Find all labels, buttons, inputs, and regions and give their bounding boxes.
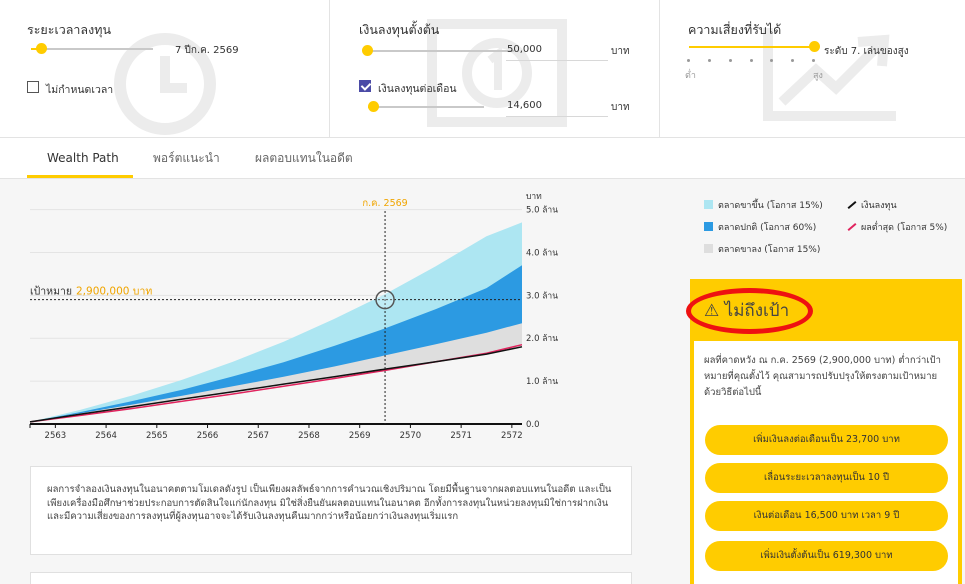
tab-recommended-portfolio[interactable]: พอร์ตแนะนำ bbox=[153, 151, 220, 165]
legend-invest-label: เงินลงทุน bbox=[861, 201, 897, 211]
y-tick-label: 5.0 ล้าน bbox=[526, 205, 558, 216]
legend-worst-label: ผลต่ำสุด (โอกาส 5%) bbox=[861, 223, 948, 233]
monthly-checkbox[interactable] bbox=[359, 80, 371, 92]
risk-level-dot[interactable] bbox=[770, 59, 774, 62]
x-tick-label: 2564 bbox=[95, 431, 117, 441]
legend-swatch-worst bbox=[847, 223, 857, 231]
risk-level-dot[interactable] bbox=[791, 59, 795, 62]
tab-past-returns[interactable]: ผลตอบแทนในอดีต bbox=[255, 151, 353, 165]
tab-wealth-path[interactable]: Wealth Path bbox=[27, 138, 133, 178]
clock-icon bbox=[113, 32, 217, 136]
legend-bear-label: ตลาดขาลง (โอกาส 15%) bbox=[718, 245, 821, 255]
series-invest-line bbox=[29, 346, 523, 423]
risk-slider-handle[interactable] bbox=[809, 41, 820, 52]
risk-level-dot[interactable] bbox=[707, 59, 711, 62]
risk-low-label: ต่ำ bbox=[685, 71, 696, 81]
monthly-slider[interactable] bbox=[368, 101, 484, 112]
risk-slider[interactable] bbox=[689, 41, 820, 52]
tab-bar: Wealth Path พอร์ตแนะนำ ผลตอบแทนในอดีต bbox=[0, 138, 965, 179]
x-tick-label: 2568 bbox=[298, 431, 320, 441]
y-tick-label: 3.0 ล้าน bbox=[526, 290, 558, 301]
no-limit-checkbox[interactable] bbox=[27, 81, 39, 93]
y-tick-label: 0.0 bbox=[526, 420, 540, 430]
risk-high-label: สูง bbox=[813, 71, 823, 81]
target-value-label: 2,900,000 บาท bbox=[76, 286, 152, 298]
x-tick-label: 2566 bbox=[197, 431, 219, 441]
initial-slider-handle[interactable] bbox=[362, 45, 373, 56]
info-box bbox=[30, 572, 632, 584]
x-tick-label: 2563 bbox=[45, 431, 67, 441]
result-body: ผลที่คาดหวัง ณ ก.ค. 2569 (2,900,000 บาท)… bbox=[694, 341, 958, 584]
initial-value-input[interactable]: 50,000 bbox=[507, 44, 542, 55]
target-label: เป้าหมาย bbox=[30, 286, 72, 298]
monthly-unit: บาท bbox=[611, 102, 630, 113]
duration-slider-handle[interactable] bbox=[36, 43, 47, 54]
highlight-circle bbox=[686, 288, 813, 334]
wealth-path-chart: 0.0 1.0 ล้าน 2.0 ล้าน 3.0 ล้าน 4.0 ล้าน 5.0 ล… bbox=[29, 192, 558, 441]
result-message: ผลที่คาดหวัง ณ ก.ค. 2569 (2,900,000 บาท)… bbox=[704, 355, 941, 398]
x-tick-label: 2570 bbox=[400, 431, 422, 441]
legend-bull-label: ตลาดขาขึ้น (โอกาส 15%) bbox=[718, 201, 823, 211]
suggestion-extend-duration-button[interactable]: เลื่อนระยะเวลาลงทุนเป็น 10 ปี bbox=[705, 463, 948, 493]
banknote-icon bbox=[426, 18, 568, 128]
result-header: ⚠ ไม่ถึงเป้า bbox=[686, 279, 962, 341]
x-tick-label: 2571 bbox=[450, 431, 472, 441]
duration-panel: ระยะเวลาลงทุน 7 ปีก.ค. 2569 ไม่กำหนดเวลา bbox=[0, 0, 330, 138]
legend-swatch-invest bbox=[847, 201, 857, 209]
trend-chart-icon bbox=[760, 24, 900, 124]
x-tick-label: 2569 bbox=[349, 431, 371, 441]
disclaimer-text: ผลการจำลองเงินลงทุนในอนาคตตามโมเดลดังรูป… bbox=[47, 484, 612, 522]
y-tick-label: 1.0 ล้าน bbox=[526, 376, 558, 387]
disclaimer-box: ผลการจำลองเงินลงทุนในอนาคตตามโมเดลดังรูป… bbox=[30, 466, 632, 555]
no-limit-label: ไม่กำหนดเวลา bbox=[46, 84, 114, 96]
initial-unit: บาท bbox=[611, 46, 630, 57]
amount-panel: เงินลงทุนตั้งต้น 50,000 บาท เงินลงทุนต่อ… bbox=[330, 0, 660, 138]
initial-value-underline bbox=[506, 60, 608, 61]
risk-panel: ความเสี่ยงที่รับได้ ระดับ 7. เล่นของสูง … bbox=[660, 0, 965, 138]
suggestion-increase-initial-button[interactable]: เพิ่มเงินตั้งต้นเป็น 619,300 บาท bbox=[705, 541, 948, 571]
duration-slider[interactable] bbox=[31, 43, 153, 54]
legend-swatch-normal bbox=[704, 222, 713, 231]
risk-slider-fill bbox=[689, 46, 814, 48]
risk-level-dot[interactable] bbox=[812, 59, 815, 62]
duration-title: ระยะเวลาลงทุน bbox=[27, 22, 111, 37]
axis-unit-label: บาท bbox=[526, 192, 542, 202]
monthly-slider-handle[interactable] bbox=[368, 101, 379, 112]
legend-swatch-bear bbox=[704, 244, 713, 253]
risk-level-dot[interactable] bbox=[749, 59, 753, 62]
chart-legend: ตลาดขาขึ้น (โอกาส 15%) เงินลงทุน ตลาดปกต… bbox=[703, 195, 965, 255]
monthly-value-underline bbox=[506, 116, 608, 117]
legend-normal-label: ตลาดปกติ (โอกาส 60%) bbox=[718, 223, 817, 233]
x-tick-label: 2567 bbox=[247, 431, 269, 441]
x-tick-label: 2565 bbox=[146, 431, 168, 441]
input-panel: ระยะเวลาลงทุน 7 ปีก.ค. 2569 ไม่กำหนดเวลา… bbox=[0, 0, 965, 138]
content-area: 0.0 1.0 ล้าน 2.0 ล้าน 3.0 ล้าน 4.0 ล้าน 5.0 ล… bbox=[0, 179, 965, 584]
monthly-value-input[interactable]: 14,600 bbox=[507, 100, 542, 111]
risk-title: ความเสี่ยงที่รับได้ bbox=[688, 22, 782, 37]
risk-level-dot[interactable] bbox=[687, 59, 690, 62]
legend-swatch-bull bbox=[704, 200, 713, 209]
y-tick-label: 2.0 ล้าน bbox=[526, 333, 558, 344]
y-tick-label: 4.0 ล้าน bbox=[526, 247, 558, 258]
suggestion-monthly-and-years-button[interactable]: เงินต่อเดือน 16,500 บาท เวลา 9 ปี bbox=[705, 501, 948, 531]
risk-value: ระดับ 7. เล่นของสูง bbox=[824, 46, 909, 57]
result-card: ⚠ ไม่ถึงเป้า ผลที่คาดหวัง ณ ก.ค. 2569 (2… bbox=[686, 279, 962, 584]
marker-date-label: ก.ค. 2569 bbox=[362, 198, 407, 209]
risk-level-dot[interactable] bbox=[728, 59, 732, 62]
initial-slider[interactable] bbox=[362, 45, 514, 56]
target-marker[interactable] bbox=[375, 289, 395, 310]
suggestion-increase-monthly-button[interactable]: เพิ่มเงินลงต่อเดือนเป็น 23,700 บาท bbox=[705, 425, 948, 455]
monthly-label: เงินลงทุนต่อเดือน bbox=[378, 83, 457, 95]
duration-value: 7 ปีก.ค. 2569 bbox=[175, 45, 239, 56]
x-tick-label: 2572 bbox=[501, 431, 523, 441]
initial-title: เงินลงทุนตั้งต้น bbox=[359, 22, 440, 37]
